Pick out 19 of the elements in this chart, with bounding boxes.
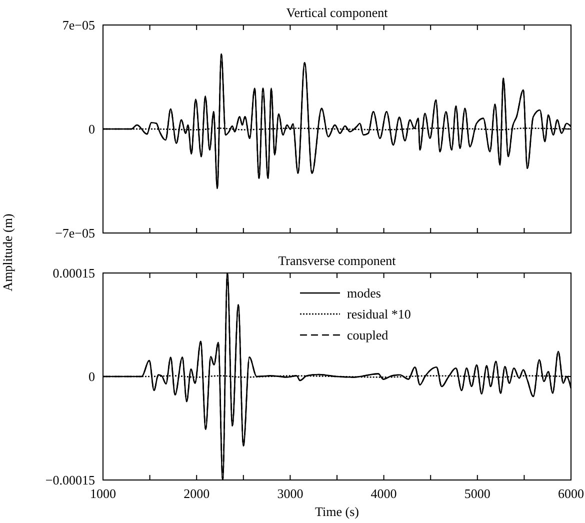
x-tick-label: 5000 <box>464 486 490 501</box>
chart-title: Vertical component <box>286 5 388 20</box>
chart-title: Transverse component <box>278 253 396 268</box>
y-tick-label: 7e−05 <box>62 18 95 33</box>
y-tick-label: 0 <box>88 122 95 137</box>
x-axis-title: Time (s) <box>315 504 359 519</box>
y-tick-label: 0.00015 <box>52 266 95 281</box>
x-tick-label: 6000 <box>558 486 584 501</box>
x-tick-label: 1000 <box>90 486 116 501</box>
x-tick-label: 4000 <box>370 486 397 501</box>
legend-label: coupled <box>347 328 389 343</box>
x-tick-label: 3000 <box>277 486 304 501</box>
y-tick-label: 0 <box>88 369 95 384</box>
y-tick-label: −0.00015 <box>45 472 95 488</box>
x-tick-label: 2000 <box>184 486 210 501</box>
legend-label: modes <box>347 286 381 301</box>
y-axis-title: Amplitude (m) <box>0 214 15 292</box>
y-tick-label: −7e−05 <box>55 226 95 241</box>
legend-label: residual *10 <box>347 306 411 322</box>
